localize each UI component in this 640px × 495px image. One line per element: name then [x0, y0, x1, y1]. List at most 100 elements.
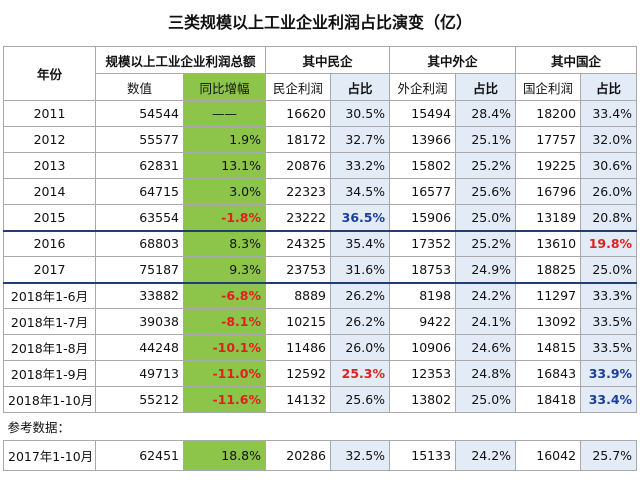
foreign-share-cell: 24.2%	[455, 281, 517, 309]
state-profit-cell: 16796	[515, 178, 582, 205]
foreign-share-cell: 24.2%	[455, 440, 517, 471]
foreign-share-cell: 24.9%	[455, 256, 517, 283]
yoy-cell: 9.3%	[182, 256, 267, 283]
total-cell: 39038	[95, 308, 184, 335]
total-cell: 33882	[95, 281, 184, 309]
reference-label-row: 参考数据：	[3, 412, 637, 441]
private-share-cell: 26.2%	[330, 308, 391, 335]
state-profit-header: 国企利润	[515, 73, 582, 101]
private-share-cell: 25.6%	[330, 386, 391, 413]
table-row: 2012 55577 1.9% 18172 32.7% 13966 25.1% 17757 32…	[3, 126, 638, 153]
private-share-cell: 36.5%	[330, 204, 391, 231]
private-share-cell: 31.6%	[330, 256, 391, 283]
foreign-profit-cell: 10906	[389, 334, 457, 361]
yoy-cell: -8.1%	[182, 308, 267, 335]
yoy-cell: -11.6%	[182, 386, 267, 413]
private-profit-cell: 24325	[265, 229, 332, 257]
page-title: 三类规模以上工业企业利润占比演变（亿）	[167, 13, 472, 32]
foreign-profit-cell: 12353	[389, 360, 457, 387]
private-share-cell: 26.0%	[330, 334, 391, 361]
total-cell: 55212	[95, 386, 184, 413]
state-share-cell: 33.9%	[580, 360, 638, 387]
year-cell: 2015	[3, 204, 96, 231]
table-row: 2018年1-6月 33882 -6.8% 8889 26.2% 8198 24.2% 112…	[3, 281, 638, 309]
state-profit-cell: 18200	[515, 100, 582, 127]
private-profit-cell: 23222	[265, 204, 332, 231]
table-row: 2014 64715 3.0% 22323 34.5% 16577 25.6% 16796 26…	[3, 178, 638, 205]
yoy-cell: -6.8%	[182, 281, 267, 309]
total-cell: 68803	[95, 229, 184, 257]
foreign-share-cell: 25.6%	[455, 178, 517, 205]
private-profit-cell: 12592	[265, 360, 332, 387]
year-cell: 2018年1-6月	[3, 281, 96, 309]
header-row-columns: 数值 同比增幅 民企利润 占比 外企利润 占比 国企利润 占比	[4, 73, 638, 101]
table-row: 2018年1-9月 49713 -11.0% 12592 25.3% 12353 24.8%…	[3, 360, 638, 387]
state-share-cell: 33.4%	[580, 386, 638, 413]
foreign-share-cell: 25.1%	[455, 126, 517, 153]
table-row: 2018年1-10月 55212 -11.6% 14132 25.6% 13802 25.0…	[3, 386, 638, 413]
state-share-cell: 19.8%	[580, 229, 638, 257]
year-cell: 2017	[3, 256, 96, 283]
year-cell: 2013	[3, 152, 96, 179]
private-profit-cell: 8889	[265, 281, 332, 309]
header-row-groups: 年份 规模以上工业企业利润总额 其中民企 其中外企 其中国企	[3, 46, 638, 101]
private-share-cell: 25.3%	[330, 360, 391, 387]
year-cell: 2018年1-8月	[3, 334, 96, 361]
foreign-share-cell: 25.0%	[455, 386, 517, 413]
foreign-profit-cell: 13802	[389, 386, 457, 413]
state-share-cell: 33.3%	[580, 281, 638, 309]
state-profit-cell: 13092	[515, 308, 582, 335]
state-share-header: 占比	[580, 73, 638, 101]
table-row: 2018年1-7月 39038 -8.1% 10215 26.2% 9422 24.1% 13…	[3, 308, 638, 335]
total-cell: 63554	[95, 204, 184, 231]
private-share-cell: 34.5%	[330, 178, 391, 205]
foreign-share-header: 占比	[455, 73, 517, 101]
state-profit-cell: 18825	[515, 256, 582, 283]
total-cell: 75187	[95, 256, 184, 283]
state-share-cell: 25.7%	[580, 440, 638, 471]
total-cell: 54544	[95, 100, 184, 127]
private-share-cell: 35.4%	[330, 229, 391, 257]
year-header: 年份	[3, 46, 96, 101]
year-cell: 2014	[3, 178, 96, 205]
yoy-cell: -11.0%	[182, 360, 267, 387]
private-profit-cell: 16620	[265, 100, 332, 127]
state-share-cell: 32.0%	[580, 126, 638, 153]
foreign-share-cell: 28.4%	[455, 100, 517, 127]
table-row: 2011 54544 —— 16620 30.5% 15494 28.4% 18200 33.4…	[3, 100, 638, 127]
value-header: 数值	[95, 73, 184, 101]
private-profit-cell: 20876	[265, 152, 332, 179]
state-profit-cell: 19225	[515, 152, 582, 179]
state-share-cell: 20.8%	[580, 204, 638, 231]
foreign-profit-cell: 8198	[389, 281, 457, 309]
private-profit-cell: 20286	[265, 440, 332, 471]
state-share-cell: 33.5%	[580, 308, 638, 335]
yoy-cell: 13.1%	[182, 152, 267, 179]
state-share-cell: 33.4%	[580, 100, 638, 127]
total-cell: 49713	[95, 360, 184, 387]
year-cell: 2018年1-10月	[3, 386, 96, 413]
yoy-cell: 18.8%	[182, 440, 267, 471]
table-row: 2018年1-8月 44248 -10.1% 11486 26.0% 10906 24.6%…	[3, 334, 638, 361]
state-group-header: 其中国企	[515, 46, 638, 74]
foreign-share-cell: 24.1%	[455, 308, 517, 335]
private-profit-cell: 14132	[265, 386, 332, 413]
table-row: 2015 63554 -1.8% 23222 36.5% 15906 25.0% 13189 2…	[3, 204, 638, 231]
table-row: 2016 68803 8.3% 24325 35.4% 17352 25.2% 13610 19…	[3, 229, 638, 257]
private-group-header: 其中民企	[265, 46, 391, 74]
state-profit-cell: 16042	[515, 440, 582, 471]
private-profit-cell: 10215	[265, 308, 332, 335]
state-profit-cell: 13610	[515, 229, 582, 257]
yoy-cell: 3.0%	[182, 178, 267, 205]
state-profit-cell: 18418	[515, 386, 582, 413]
year-cell: 2018年1-7月	[3, 308, 96, 335]
private-share-cell: 32.5%	[330, 440, 391, 471]
foreign-profit-cell: 15494	[389, 100, 457, 127]
foreign-profit-cell: 18753	[389, 256, 457, 283]
private-profit-cell: 18172	[265, 126, 332, 153]
state-share-cell: 33.5%	[580, 334, 638, 361]
yoy-cell: 8.3%	[182, 229, 267, 257]
total-cell: 64715	[95, 178, 184, 205]
year-cell: 2012	[3, 126, 96, 153]
